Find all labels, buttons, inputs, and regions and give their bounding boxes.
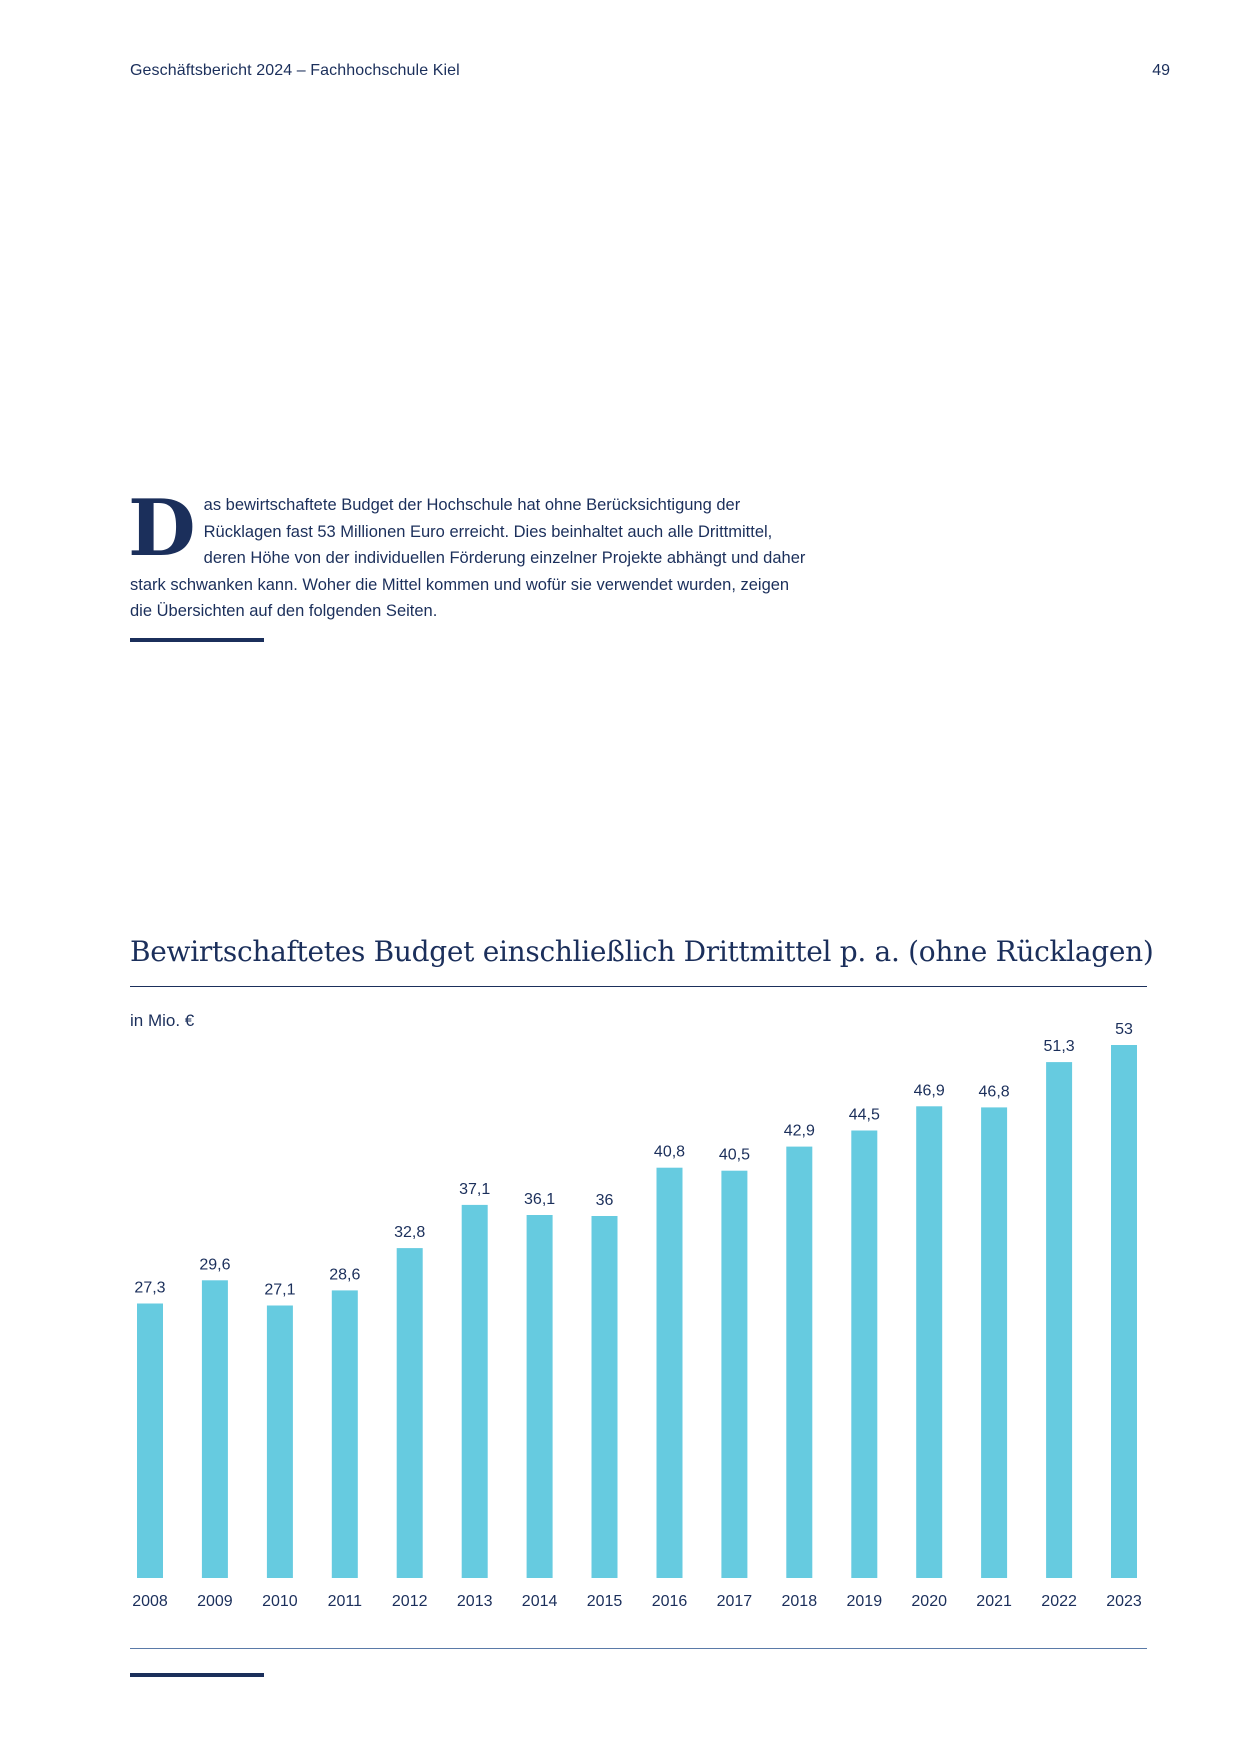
intro-text: as bewirtschaftete Budget der Hochschule… [130, 496, 806, 620]
category-label-2015: 2015 [587, 1593, 623, 1610]
category-label-2023: 2023 [1106, 1593, 1142, 1610]
category-label-2016: 2016 [652, 1593, 688, 1610]
category-label-2019: 2019 [847, 1593, 883, 1610]
bar-2009 [201, 1280, 228, 1578]
value-label-2009: 29,6 [199, 1256, 230, 1273]
bar-2022 [1046, 1062, 1073, 1578]
title-divider [130, 986, 1147, 987]
category-label-2017: 2017 [717, 1593, 753, 1610]
bar-2013 [461, 1204, 488, 1578]
running-header: Geschäftsbericht 2024 – Fachhochschule K… [130, 62, 460, 79]
value-label-2019: 44,5 [849, 1107, 880, 1124]
value-label-2008: 27,3 [134, 1280, 165, 1297]
dropcap: D [128, 483, 196, 574]
category-label-2013: 2013 [457, 1593, 493, 1610]
bar-2018 [786, 1146, 813, 1578]
value-label-2023: 53 [1115, 1021, 1133, 1038]
value-label-2014: 36,1 [524, 1191, 555, 1208]
unit-label: in Mio. € [130, 1011, 195, 1030]
bar-2014 [526, 1215, 553, 1578]
intro-divider [130, 638, 264, 642]
category-label-2018: 2018 [782, 1593, 818, 1610]
bar-2023 [1111, 1045, 1137, 1578]
chart-title: Bewirtschaftetes Budget einschließlich D… [130, 935, 1154, 968]
category-label-2008: 2008 [132, 1593, 168, 1610]
value-label-2011: 28,6 [329, 1266, 360, 1283]
value-label-2017: 40,5 [719, 1147, 750, 1164]
value-label-2018: 42,9 [784, 1123, 815, 1140]
value-label-2012: 32,8 [394, 1224, 425, 1241]
bar-2012 [396, 1248, 423, 1578]
value-label-2015: 36 [596, 1192, 614, 1209]
category-label-2014: 2014 [522, 1593, 558, 1610]
category-label-2011: 2011 [328, 1593, 363, 1610]
category-label-2020: 2020 [911, 1593, 947, 1610]
category-label-2012: 2012 [392, 1593, 428, 1610]
page-number: 49 [1152, 62, 1170, 79]
bar-2015 [591, 1216, 618, 1578]
chart-bottom-divider [130, 1673, 264, 1677]
value-label-2020: 46,9 [914, 1082, 945, 1099]
category-label-2010: 2010 [262, 1593, 298, 1610]
category-label-2022: 2022 [1041, 1593, 1077, 1610]
category-label-2009: 2009 [197, 1593, 233, 1610]
bar-2010 [266, 1305, 293, 1578]
bar-2011 [331, 1290, 358, 1578]
value-label-2016: 40,8 [654, 1144, 685, 1161]
value-label-2013: 37,1 [459, 1181, 490, 1198]
bar-2016 [656, 1167, 683, 1578]
bar-2020 [916, 1106, 943, 1578]
value-label-2010: 27,1 [264, 1282, 295, 1299]
value-label-2022: 51,3 [1044, 1038, 1075, 1055]
bar-2021 [981, 1107, 1008, 1578]
category-label-2021: 2021 [976, 1593, 1012, 1610]
chart-bottom-rule [130, 1648, 1147, 1649]
bar-2008 [137, 1303, 163, 1578]
bar-2017 [721, 1170, 748, 1578]
bar-2019 [851, 1130, 878, 1578]
value-label-2021: 46,8 [979, 1083, 1010, 1100]
